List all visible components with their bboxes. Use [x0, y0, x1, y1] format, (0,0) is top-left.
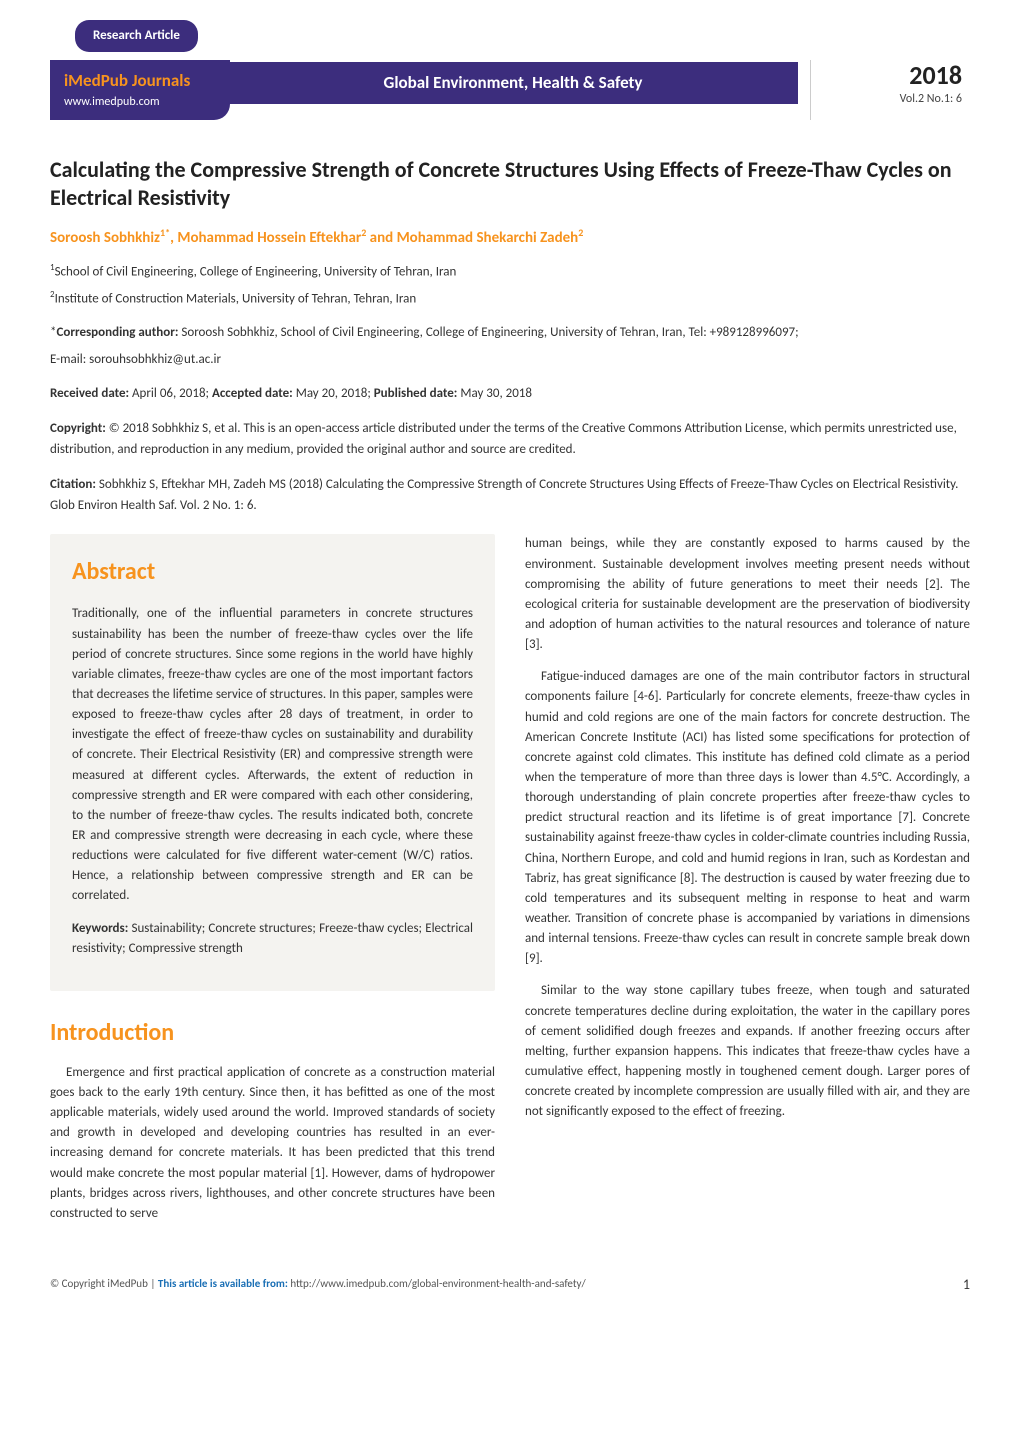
citation-line: Citation: Sobhkhiz S, Eftekhar MH, Zadeh… — [50, 475, 970, 517]
corresponding-author: *Corresponding author: Soroosh Sobhkhiz,… — [50, 323, 970, 344]
journal-name: Global Environment, Health & Safety — [228, 62, 798, 104]
two-column-body: Abstract Traditionally, one of the influ… — [50, 534, 970, 1236]
abstract-paragraph: Traditionally, one of the influential pa… — [72, 604, 473, 906]
issue-block: 2018 Vol.2 No.1: 6 — [810, 60, 970, 120]
intro-paragraph-1: Emergence and first practical applicatio… — [50, 1063, 495, 1224]
affiliation-1: 1School of Civil Engineering, College of… — [50, 261, 970, 282]
introduction-heading: Introduction — [50, 1015, 495, 1051]
publisher-brand: iMedPub Journals — [64, 68, 216, 94]
footer-available-url[interactable]: http://www.imedpub.com/global-environmen… — [288, 1277, 586, 1290]
affiliation-2: 2Institute of Construction Materials, Un… — [50, 288, 970, 309]
email-line: E-mail: sorouhsobhkhiz@ut.ac.ir — [50, 350, 970, 371]
publisher-block: iMedPub Journals www.imedpub.com — [50, 60, 230, 120]
header-bar: iMedPub Journals www.imedpub.com Global … — [50, 60, 970, 120]
left-column: Abstract Traditionally, one of the influ… — [50, 534, 495, 1236]
abstract-keywords: Keywords: Sustainability; Concrete struc… — [72, 919, 473, 959]
abstract-box: Abstract Traditionally, one of the influ… — [50, 534, 495, 990]
publication-year: 2018 — [823, 62, 962, 88]
top-banner: Research Article iMedPub Journals www.im… — [50, 20, 970, 120]
publisher-url[interactable]: www.imedpub.com — [64, 93, 216, 111]
body-paragraph: human beings, while they are constantly … — [525, 534, 970, 655]
footer-copyright: © Copyright iMedPub | — [50, 1277, 158, 1290]
abstract-heading: Abstract — [72, 554, 473, 590]
copyright-line: Copyright: © 2018 Sobhkhiz S, et al. Thi… — [50, 419, 970, 461]
right-column: human beings, while they are constantly … — [525, 534, 970, 1236]
introduction-text: Emergence and first practical applicatio… — [50, 1063, 495, 1224]
volume-issue: Vol.2 No.1: 6 — [823, 90, 962, 108]
abstract-text: Traditionally, one of the influential pa… — [72, 604, 473, 958]
page-number: 1 — [963, 1274, 970, 1295]
footer-available-label: This article is available from: — [158, 1277, 288, 1290]
body-paragraph: Similar to the way stone capillary tubes… — [525, 981, 970, 1122]
body-paragraph: Fatigue-induced damages are one of the m… — [525, 667, 970, 969]
footer-left: © Copyright iMedPub | This article is av… — [50, 1276, 586, 1293]
right-column-text: human beings, while they are constantly … — [525, 534, 970, 1122]
dates-line: Received date: April 06, 2018; Accepted … — [50, 384, 970, 405]
page-footer: © Copyright iMedPub | This article is av… — [50, 1266, 970, 1295]
research-article-tag: Research Article — [75, 20, 198, 52]
title-block: Calculating the Compressive Strength of … — [50, 156, 970, 517]
authors-line: Soroosh Sobhkhiz1*, Mohammad Hossein Eft… — [50, 225, 970, 250]
article-title: Calculating the Compressive Strength of … — [50, 156, 970, 213]
